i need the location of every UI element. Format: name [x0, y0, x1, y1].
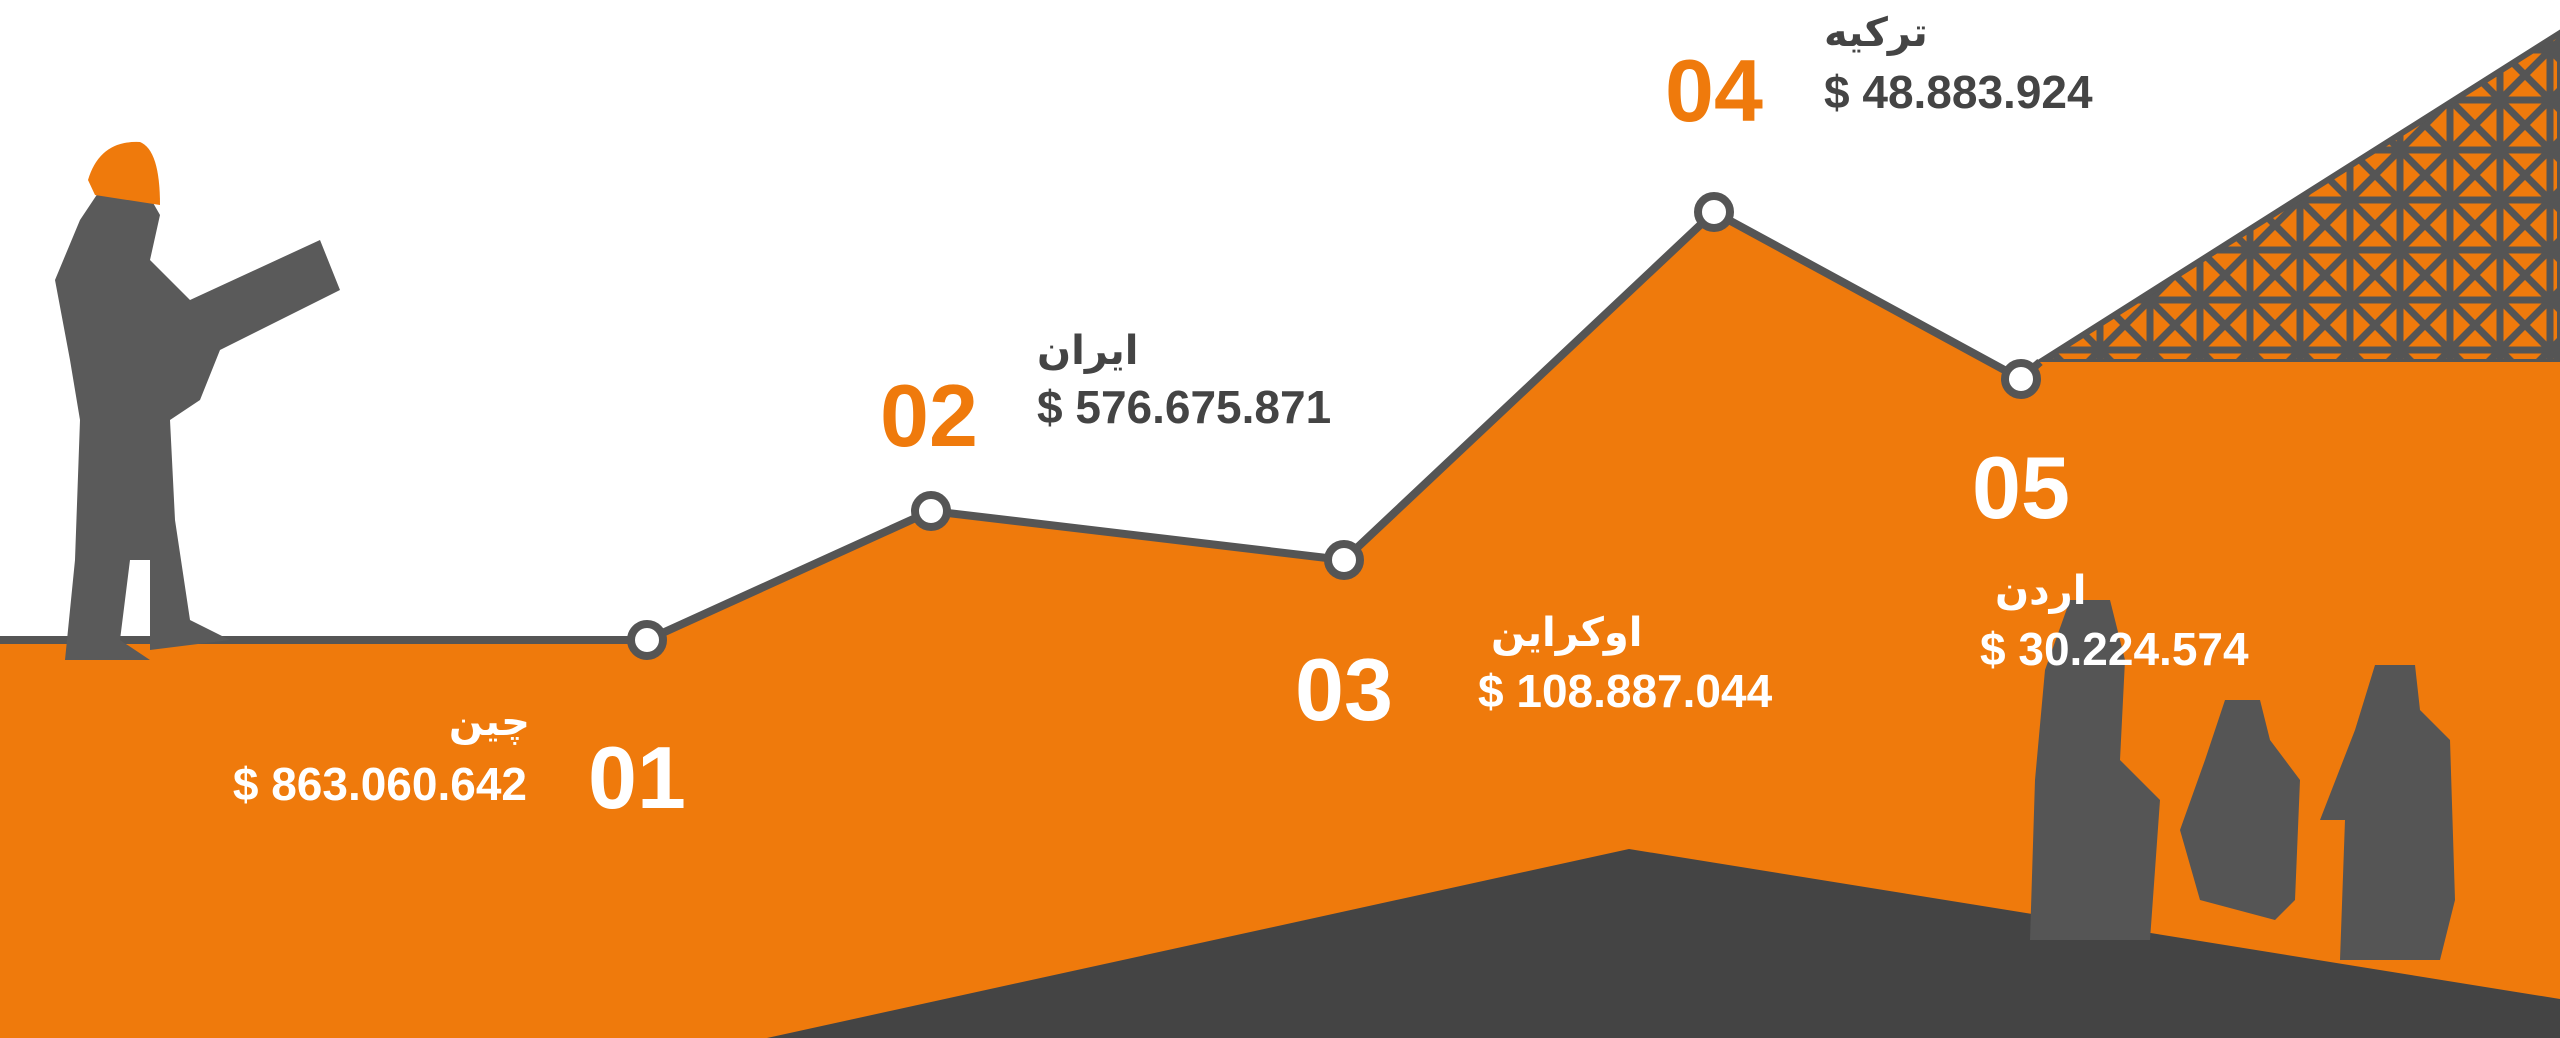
country-name: اوکراین [1491, 610, 1642, 656]
marker [1328, 544, 1360, 576]
step-number: 01 [588, 728, 686, 827]
country-name: ایران [1037, 328, 1138, 374]
country-name: ترکیه [1824, 10, 1928, 56]
amount: $ 108.887.044 [1478, 665, 1773, 717]
marker [631, 624, 663, 656]
amount: $ 48.883.924 [1824, 66, 2093, 118]
step-number: 03 [1295, 640, 1393, 739]
country-name: چین [449, 699, 530, 745]
infographic: 01 چین $ 863.060.642 02 ایران $ 576.675.871 03… [0, 0, 2560, 1038]
amount: $ 863.060.642 [233, 758, 527, 810]
marker [915, 495, 947, 527]
step-number: 04 [1665, 41, 1763, 140]
truss [2040, 33, 2560, 362]
marker [1698, 196, 1730, 228]
engineer-silhouette [55, 142, 340, 660]
marker [2005, 363, 2037, 395]
country-name: اردن [1995, 568, 2086, 614]
amount: $ 30.224.574 [1980, 623, 2249, 675]
amount: $ 576.675.871 [1037, 381, 1331, 433]
step-number: 02 [880, 366, 978, 465]
step-number: 05 [1972, 438, 2070, 537]
